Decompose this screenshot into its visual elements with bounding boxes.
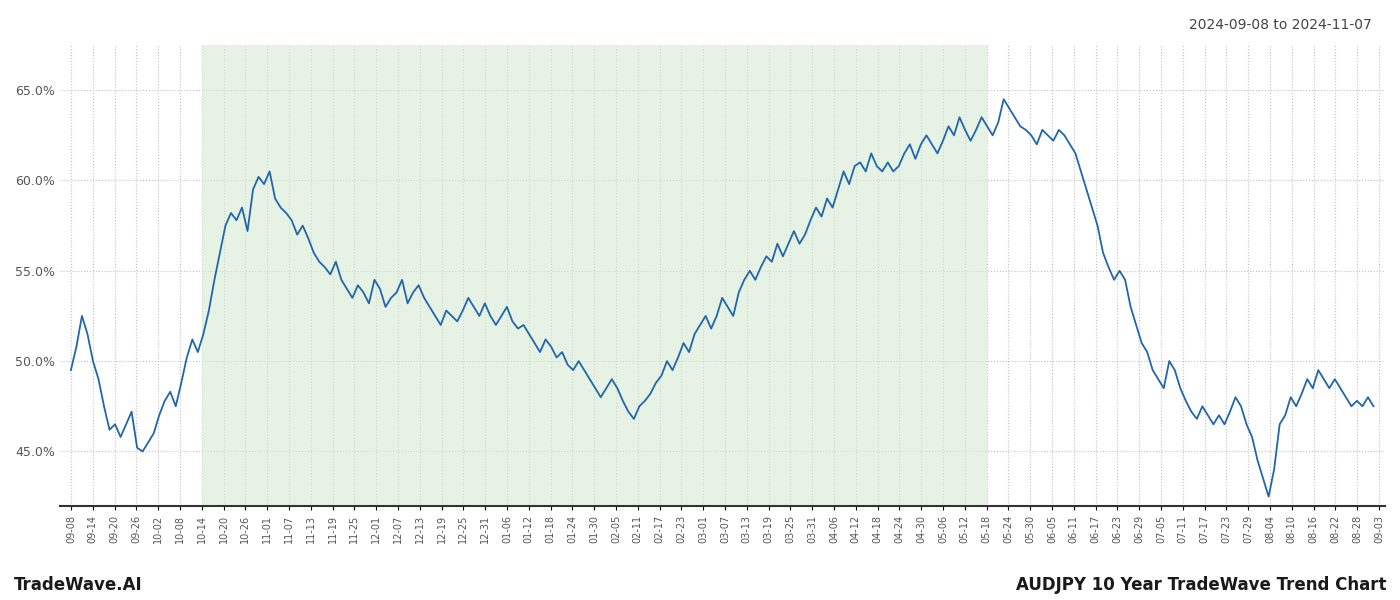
Text: 2024-09-08 to 2024-11-07: 2024-09-08 to 2024-11-07 — [1189, 18, 1372, 32]
Bar — [202, 45, 987, 506]
Text: AUDJPY 10 Year TradeWave Trend Chart: AUDJPY 10 Year TradeWave Trend Chart — [1015, 576, 1386, 594]
Text: TradeWave.AI: TradeWave.AI — [14, 576, 143, 594]
